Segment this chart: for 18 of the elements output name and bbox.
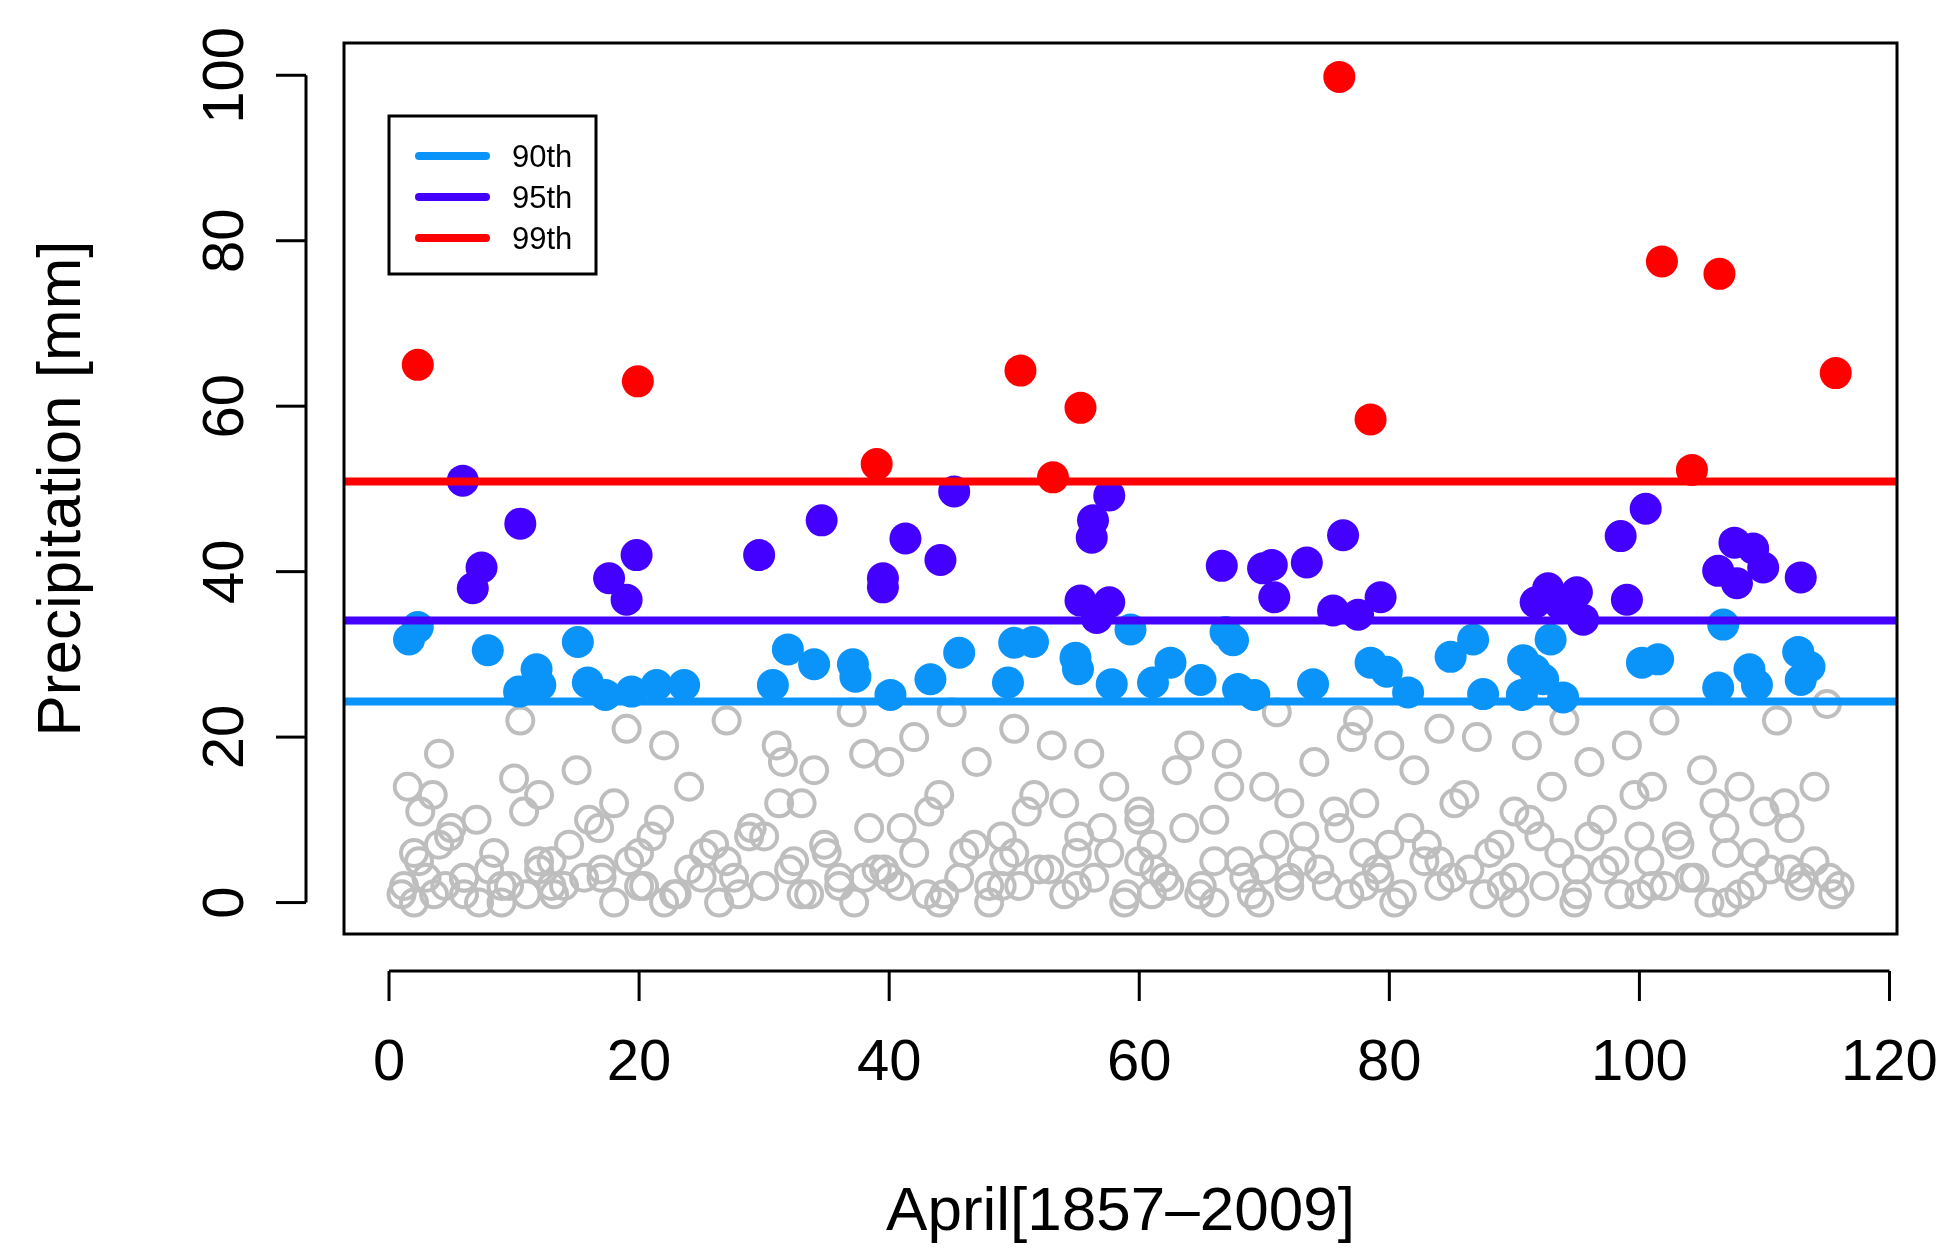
y-tick-label: 80 [190,208,255,273]
x-tick-label: 20 [606,1027,672,1092]
x-tick-label: 40 [856,1027,922,1092]
y-tick-label: 60 [190,373,255,439]
y-axis-title: Precipitation [mm] [24,240,93,737]
legend-label: 95th [512,180,573,215]
y-tick-label: 20 [190,704,255,770]
x-axis-title: April[1857–2009] [886,1174,1355,1243]
x-tick-label: 120 [1841,1027,1938,1092]
x-tick-label: 0 [372,1027,406,1092]
y-tick-label: 0 [190,886,255,919]
x-tick-label: 100 [1591,1027,1688,1092]
x-tick-label: 60 [1107,1027,1172,1092]
x-tick-label: 80 [1357,1027,1422,1092]
y-tick-label: 40 [190,539,255,604]
y-tick-label: 100 [190,26,255,124]
legend-label: 99th [512,221,573,256]
legend-label: 90th [512,139,573,174]
